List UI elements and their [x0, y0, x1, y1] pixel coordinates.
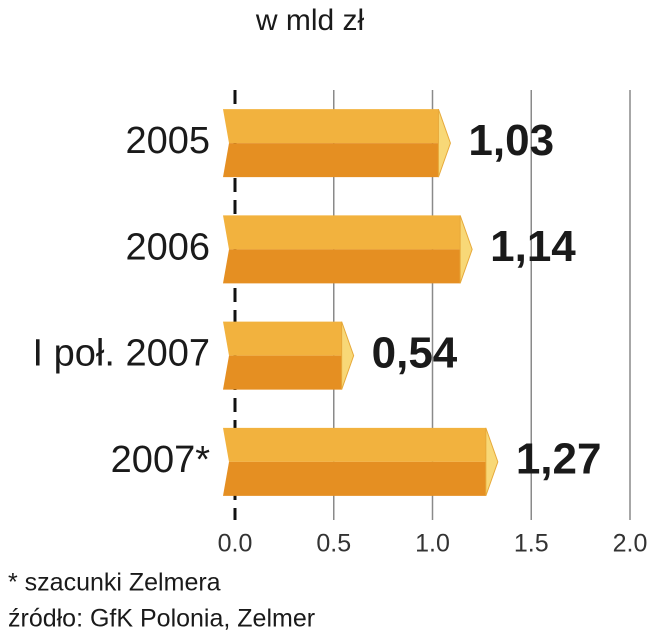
bar — [223, 427, 499, 497]
y-tick-label: 2007* — [111, 439, 211, 481]
bar-tip — [485, 427, 499, 497]
bar-top — [223, 321, 342, 356]
bar-tip — [459, 215, 473, 284]
value-label: 1,14 — [490, 222, 576, 271]
y-tick-label: I poł. 2007 — [33, 333, 210, 375]
bar-bottom — [223, 355, 342, 390]
bar-bottom — [223, 461, 486, 496]
x-tick-label: 2.0 — [613, 530, 647, 558]
bar-bottom — [223, 249, 461, 284]
source: źródło: GfK Polonia, Zelmer — [8, 605, 315, 633]
x-tick-label: 0.5 — [316, 530, 351, 558]
bar — [223, 108, 451, 178]
bar-bottom — [223, 143, 439, 178]
bar — [223, 321, 355, 390]
x-tick-label: 0.0 — [218, 530, 253, 558]
x-tick-label: 1.5 — [514, 530, 549, 558]
bar-top — [223, 427, 486, 462]
x-tick-label: 1.0 — [415, 530, 450, 558]
bar-top — [223, 215, 461, 250]
bar-tip — [341, 321, 355, 390]
bar-tip — [437, 108, 451, 178]
value-label: 0,54 — [372, 328, 458, 377]
y-tick-label: 2006 — [125, 226, 210, 268]
y-tick-label: 2005 — [125, 120, 210, 162]
bar-top — [223, 109, 439, 144]
value-label: 1,03 — [468, 116, 554, 165]
value-label: 1,27 — [516, 435, 602, 484]
chart-title: w mld zł — [255, 4, 365, 37]
bar — [223, 215, 473, 284]
footnote: * szacunki Zelmera — [8, 569, 221, 597]
